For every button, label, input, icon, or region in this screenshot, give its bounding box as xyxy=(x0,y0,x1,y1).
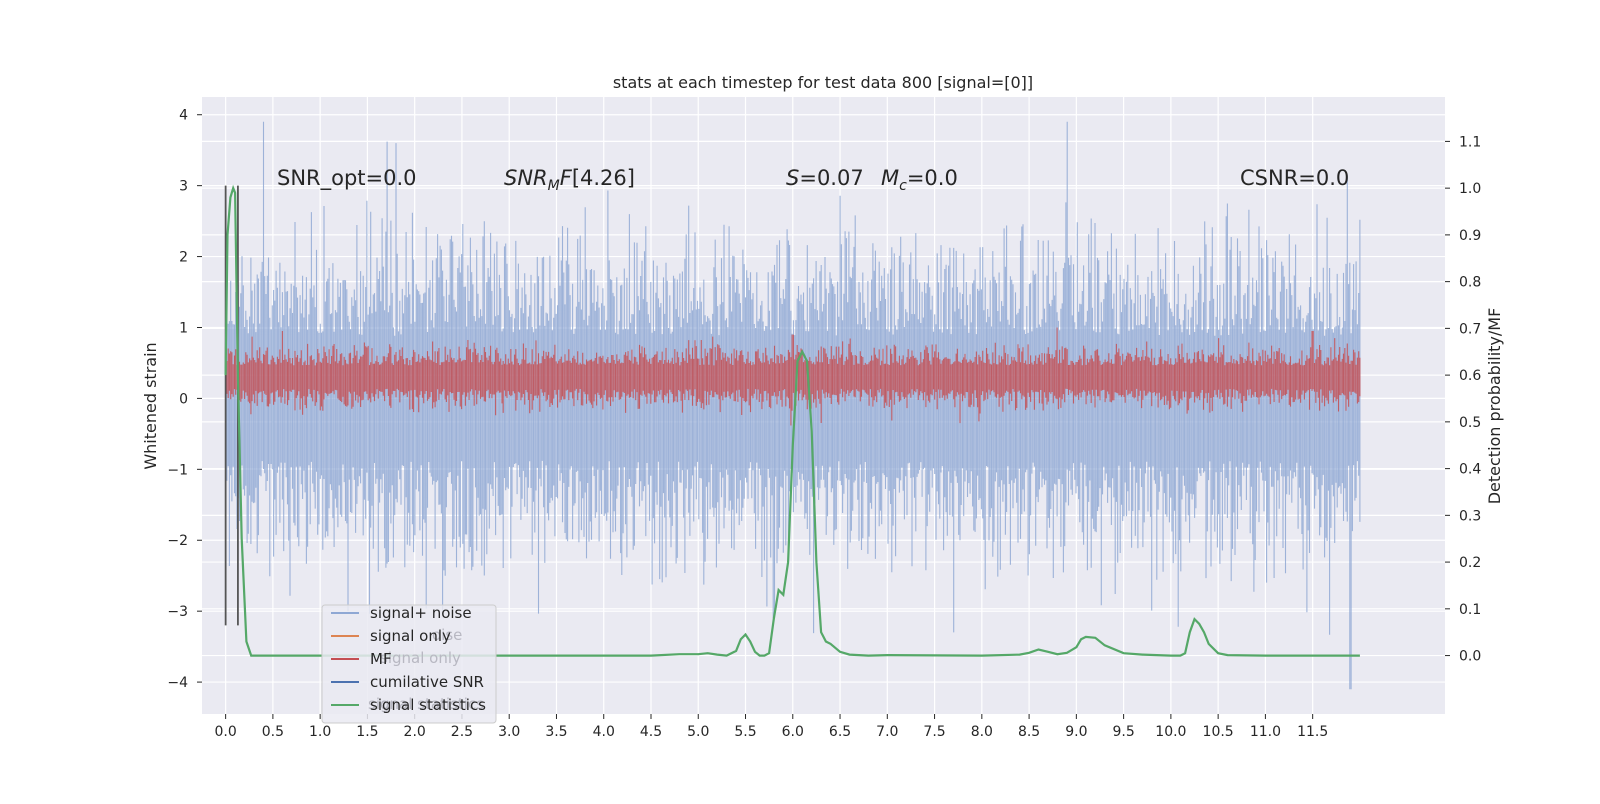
x-tick-label: 5.0 xyxy=(687,724,709,740)
x-tick-label: 9.0 xyxy=(1065,724,1087,740)
right-tick-label: 0.6 xyxy=(1459,368,1481,384)
x-tick-label: 11.5 xyxy=(1297,724,1328,740)
right-axis-label: Detection probability/MF xyxy=(1485,308,1504,505)
y-axis-label: Whitened strain xyxy=(141,342,160,469)
annotation-s-value: =0.07 xyxy=(799,166,863,190)
x-tick-label: 10.0 xyxy=(1155,724,1186,740)
annotation-s: S=0.07 xyxy=(786,166,864,190)
right-tick-label: 0.0 xyxy=(1459,649,1481,665)
y-tick-label: 1 xyxy=(179,320,188,336)
x-tick-label: 8.5 xyxy=(1018,724,1040,740)
x-tick-label: 5.5 xyxy=(734,724,756,740)
y-tick-label: 4 xyxy=(179,108,188,124)
right-tick-label: 0.7 xyxy=(1459,321,1481,337)
y-tick-label: 3 xyxy=(179,179,188,195)
x-tick-label: 3.5 xyxy=(545,724,567,740)
right-tick-label: 0.4 xyxy=(1459,462,1481,478)
annotation-csnr: CSNR=0.0 xyxy=(1240,166,1349,190)
legend-ghost-label: signal statistics xyxy=(368,695,484,713)
y-tick-label: 2 xyxy=(179,250,188,266)
legend-ghost-label: oise xyxy=(432,626,462,644)
right-tick-label: 0.9 xyxy=(1459,228,1481,244)
legend-ghost-label: signal only xyxy=(380,649,461,667)
x-tick-label: 6.5 xyxy=(829,724,851,740)
legend-label: signal+ noise xyxy=(370,604,472,622)
y-tick-label: −2 xyxy=(167,533,188,549)
x-tick-label: 4.0 xyxy=(593,724,615,740)
annotation-mc-value: =0.0 xyxy=(907,166,958,190)
x-axis-ticks: 0.0 0.5 1.0 1.5 2.0 2.5 3.0 3.5 4.0 4.5 5.0 5.5 6.0 6… xyxy=(214,714,1328,740)
legend-label: cumilative SNR xyxy=(370,673,484,691)
x-tick-label: 0.0 xyxy=(214,724,236,740)
x-tick-label: 4.5 xyxy=(640,724,662,740)
y-tick-label: −1 xyxy=(167,462,188,478)
right-tick-label: 0.2 xyxy=(1459,555,1481,571)
x-tick-label: 6.0 xyxy=(782,724,804,740)
y-tick-label: 0 xyxy=(179,391,188,407)
y-tick-label: −3 xyxy=(167,604,188,620)
x-tick-label: 0.5 xyxy=(262,724,284,740)
x-tick-label: 9.5 xyxy=(1112,724,1134,740)
x-tick-label: 2.0 xyxy=(404,724,426,740)
x-tick-label: 3.0 xyxy=(498,724,520,740)
x-tick-label: 10.5 xyxy=(1203,724,1234,740)
right-tick-label: 0.8 xyxy=(1459,275,1481,291)
legend-box xyxy=(321,604,497,724)
x-tick-label: 7.5 xyxy=(923,724,945,740)
legend-label: MF xyxy=(370,650,392,668)
right-tick-label: 0.1 xyxy=(1459,602,1481,618)
right-axis-ticks: 1.1 1.0 0.9 0.8 0.7 0.6 0.5 0.4 0.3 0.2 0.1 0.0 xyxy=(1445,134,1481,665)
right-tick-label: 0.5 xyxy=(1459,415,1481,431)
x-tick-label: 2.5 xyxy=(451,724,473,740)
x-tick-label: 11.0 xyxy=(1250,724,1281,740)
annotation-mc: Mc=0.0 xyxy=(881,166,958,194)
legend-label: signal only xyxy=(370,627,451,645)
annotation-snr-mf: SNRMF[4.26] xyxy=(504,166,635,194)
x-tick-label: 8.0 xyxy=(971,724,993,740)
x-tick-label: 1.5 xyxy=(356,724,378,740)
right-tick-label: 1.1 xyxy=(1459,134,1481,150)
annotation-snr-mf-value: [4.26] xyxy=(572,166,635,190)
right-tick-label: 1.0 xyxy=(1459,181,1481,197)
annotation-snr-opt: SNR_opt=0.0 xyxy=(277,166,417,191)
legend-label: signal statistics xyxy=(370,696,486,714)
x-tick-label: 1.0 xyxy=(309,724,331,740)
y-axis-ticks: 4 3 2 1 0 −1 −2 −3 −4 xyxy=(167,108,202,691)
y-tick-label: −4 xyxy=(167,675,188,691)
right-tick-label: 0.3 xyxy=(1459,508,1481,524)
chart-title: stats at each timestep for test data 800… xyxy=(613,73,1033,92)
x-tick-label: 7.0 xyxy=(876,724,898,740)
